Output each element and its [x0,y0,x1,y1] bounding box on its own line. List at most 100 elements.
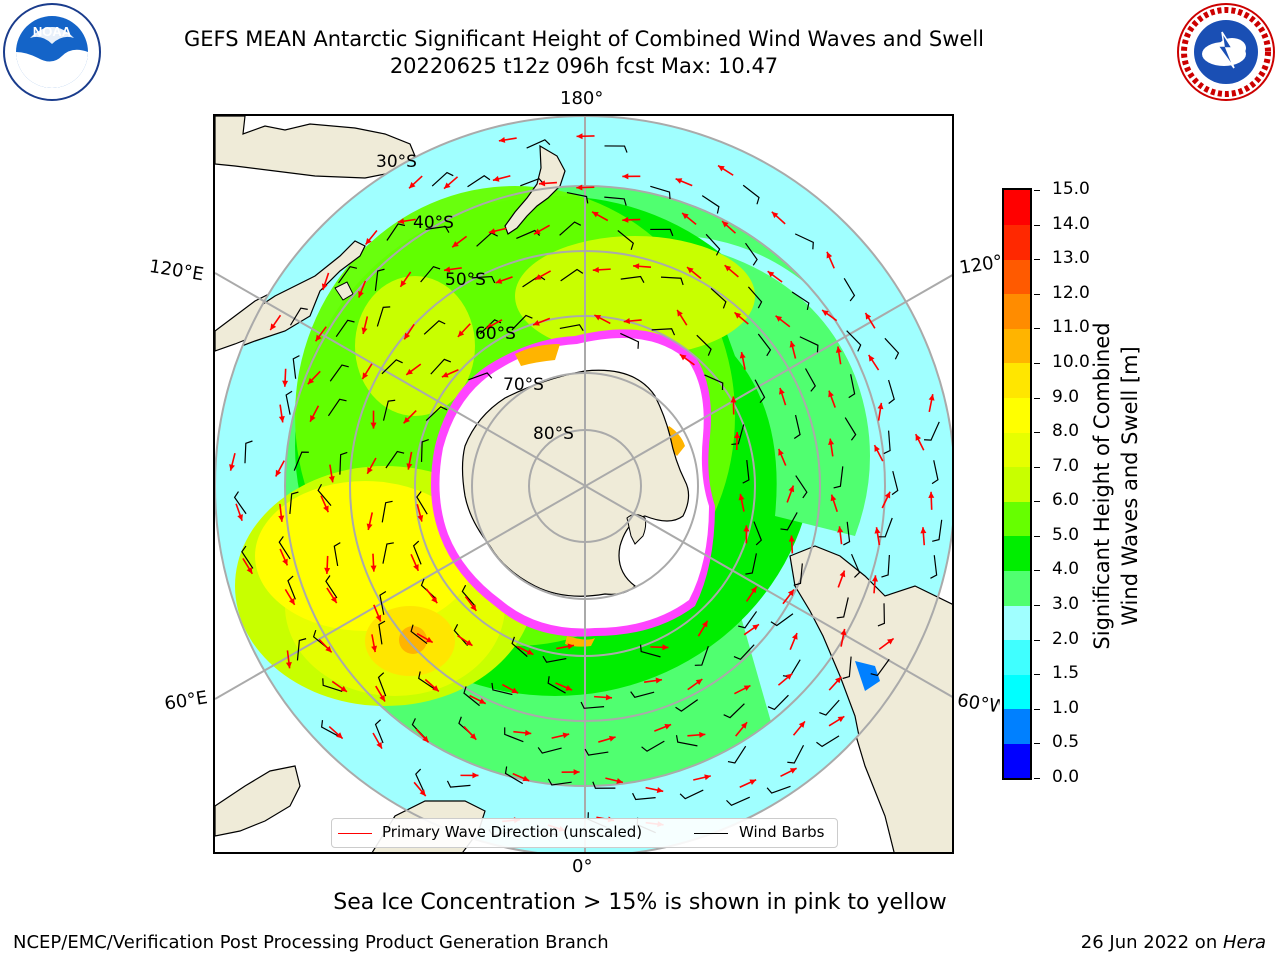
footer-machine: Hera [1222,932,1266,953]
wind-barb [795,475,808,499]
wave-arrow-head [822,310,829,317]
wave-arrow-head [788,535,795,542]
wind-barb [844,417,857,441]
wave-arrow-head [376,741,382,749]
wind-barb [420,265,441,283]
colorbar-tick-label: 0.5 [1052,732,1080,753]
wind-barb [339,451,348,475]
wind-barb [410,624,428,645]
wind-barb [547,676,566,694]
wave-arrow-head [928,394,935,401]
colorbar-segment [1004,397,1030,433]
wind-barb [804,368,816,392]
colorbar-tick [1034,570,1040,572]
colorbar-segment [1004,570,1030,606]
wind-barb [620,275,645,283]
wave-arrow-head [406,368,413,375]
wave-arrow-head [469,733,477,740]
wind-barb [374,268,385,291]
wind-barb [799,336,819,353]
colorbar-tick [1034,397,1040,399]
wind-barb [278,536,291,560]
wind-barb [327,398,347,417]
wind-barb [287,575,296,600]
colorbar-tick [1034,466,1040,468]
wave-arrow-head [406,463,413,470]
wave-arrow-head [492,175,500,182]
wind-barb [559,324,584,331]
wind-barb [244,440,253,464]
wave-arrow-head [534,274,542,280]
wind-barb [836,597,849,619]
wave-arrow-head [246,567,253,574]
wind-barb [679,789,704,800]
colorbar-tick-label: 14.0 [1052,213,1090,234]
wave-arrow-head [868,354,875,362]
wave-arrow-head [323,505,329,513]
legend-barb-swatch [694,833,728,834]
wind-barb [382,542,394,564]
wind-barb [431,171,454,187]
wave-arrow-head [724,265,732,272]
wind-barb [233,491,247,515]
wind-barb [416,491,428,515]
wind-barb [793,414,801,439]
wave-arrow-head [830,494,837,502]
colorbar-tick-label: 6.0 [1052,490,1080,511]
colorbar-tick [1034,605,1040,607]
wind-barb [412,540,422,565]
wave-arrow-head [444,182,451,189]
colorbar-segment [1004,639,1030,675]
lat-label-50s: 50°S [445,270,486,290]
wave-arrow-head [699,731,706,738]
wave-arrow-head [738,493,745,501]
wind-barb [386,223,406,241]
wave-arrow-head [443,266,451,273]
colorbar-tick-label: 15.0 [1052,179,1090,199]
wind-barb [471,275,496,284]
wave-arrow-head [730,396,737,403]
wind-barb [660,276,684,286]
wind-barb [791,291,810,310]
wave-arrow-head [687,267,694,274]
colorbar-tick-label: 8.0 [1052,421,1080,442]
wind-barb [463,686,480,707]
wind-barb [710,288,727,309]
wave-arrow-head [675,178,683,184]
wave-arrow-head [608,735,616,742]
wave-arrow-head [526,649,534,655]
wind-barb [376,306,391,327]
wave-arrow-head [472,772,479,779]
wave-arrow-head [432,685,439,692]
wind-barb [632,792,656,801]
wind-barb [639,644,661,658]
lat-label-60s: 60°S [475,324,516,344]
wind-barb [794,233,814,250]
wave-arrow-head [275,469,282,477]
wave-arrow-head [622,216,629,223]
wind-barb [430,358,452,375]
wind-barb [504,727,524,743]
wind-barb [293,451,309,471]
wind-barb [537,747,562,754]
wave-arrow-head [470,604,477,611]
wave-arrow-head [413,564,419,571]
wind-barb [754,379,766,404]
wind-barb [322,678,343,693]
wave-arrow-head [828,390,834,398]
wave-arrow-head [425,636,433,643]
wind-barb [453,624,469,646]
wave-arrow-head [336,732,343,739]
wave-arrow-head [704,774,711,781]
colorbar-tick-label: 11.0 [1052,317,1090,338]
wave-arrow-head [884,491,891,499]
wind-barb [468,372,493,381]
sea-ice-note: Sea Ice Concentration > 15% is shown in … [333,890,947,915]
wave-arrow-head [358,290,364,298]
wind-barb [696,334,712,356]
wave-arrow-head [798,721,805,728]
wind-barb [694,645,709,666]
colorbar-tick-label: 5.0 [1052,524,1080,545]
wind-barb [504,766,524,785]
wind-barb [877,603,886,627]
